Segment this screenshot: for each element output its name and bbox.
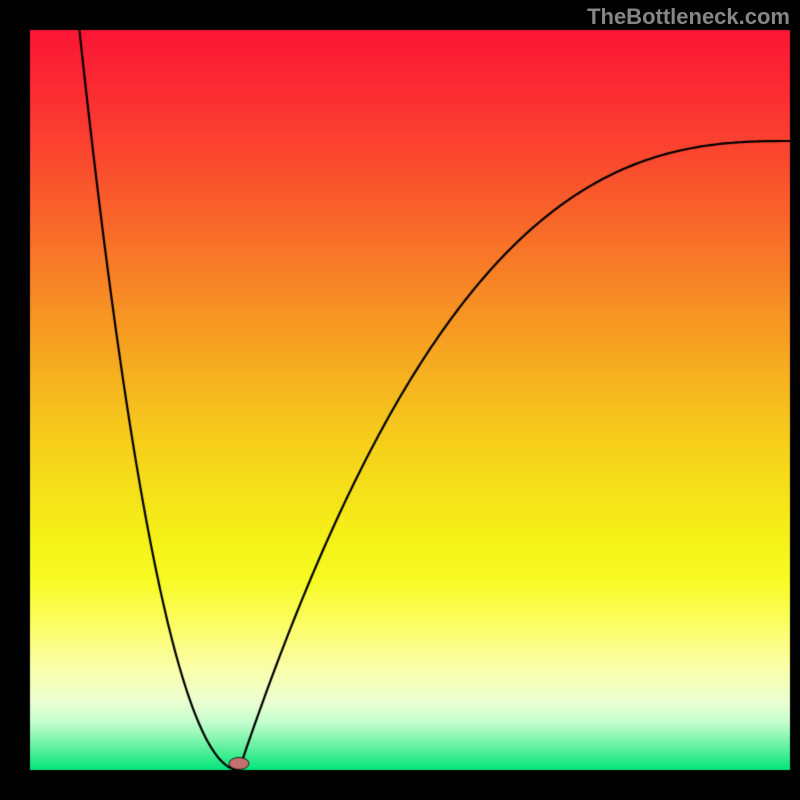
watermark-text: TheBottleneck.com [587, 4, 790, 30]
chart-container: TheBottleneck.com [0, 0, 800, 800]
bottleneck-chart-canvas [0, 0, 800, 800]
